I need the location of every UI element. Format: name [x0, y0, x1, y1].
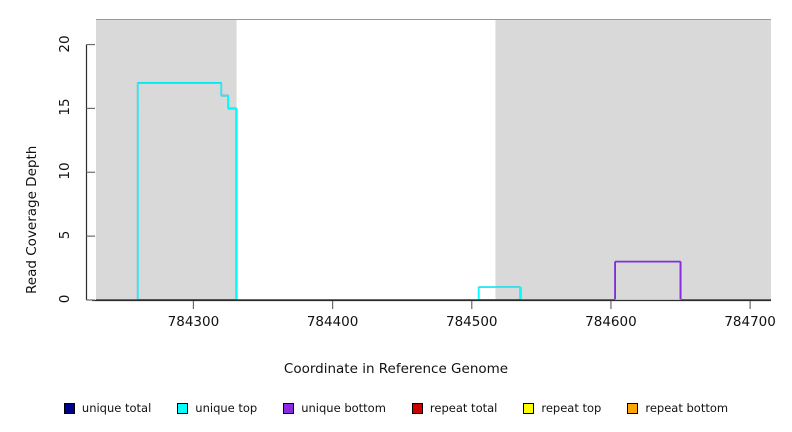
legend-swatch-icon — [411, 402, 423, 414]
legend-label: unique top — [195, 401, 258, 415]
y-tick-label: 10 — [57, 162, 73, 180]
legend-item-repeat-total[interactable]: repeat total — [411, 401, 498, 415]
y-tick-label: 0 — [57, 294, 73, 304]
y-tick-label: 20 — [57, 34, 73, 53]
legend-swatch-icon — [177, 402, 189, 414]
legend-label: repeat top — [541, 401, 602, 415]
y-tick-label: 15 — [57, 98, 73, 116]
legend-item-unique-top[interactable]: unique top — [177, 401, 257, 415]
legend-item-repeat-bottom[interactable]: repeat bottom — [627, 401, 728, 415]
legend-item-unique-total[interactable]: unique total — [63, 401, 152, 415]
y-axis-title: Read Coverage Depth — [24, 145, 40, 294]
x-tick-label: 784400 — [306, 314, 359, 330]
legend-swatch-icon — [627, 402, 639, 414]
shaded-region — [96, 19, 237, 300]
x-tick-label: 784600 — [585, 314, 637, 330]
legend-label: repeat bottom — [645, 401, 729, 415]
legend-label: repeat total — [429, 401, 498, 415]
x-axis-title: Coordinate in Reference Genome — [283, 361, 509, 377]
legend-item-repeat-top[interactable]: repeat top — [523, 401, 601, 415]
legend: unique total unique top unique bottom repea… — [0, 398, 792, 418]
x-tick-label: 784500 — [445, 314, 498, 330]
legend-swatch-icon — [523, 402, 535, 414]
x-tick-label: 784300 — [167, 314, 220, 330]
x-tick-label: 784700 — [724, 314, 776, 330]
y-tick-label: 5 — [57, 230, 73, 240]
legend-item-unique-bottom[interactable]: unique bottom — [283, 401, 386, 415]
shaded-region — [495, 19, 771, 300]
legend-label: unique bottom — [301, 401, 386, 415]
legend-label: unique total — [81, 401, 152, 415]
legend-swatch-icon — [63, 402, 75, 414]
legend-swatch-icon — [283, 402, 295, 414]
